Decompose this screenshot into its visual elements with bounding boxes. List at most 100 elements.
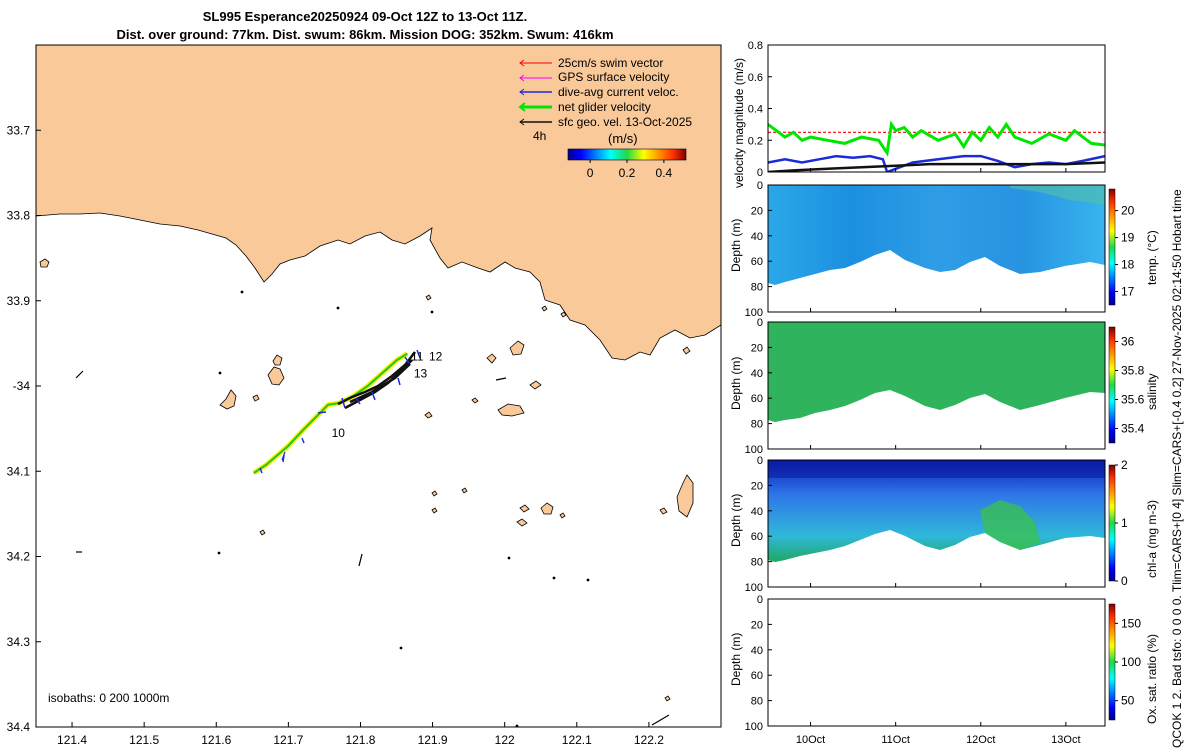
velocity-ytick-label: 0 (757, 167, 763, 179)
cbar-tick-label: 18 (1121, 258, 1135, 272)
map-xtick-label: 122 (495, 733, 515, 747)
map-xtick-label: 121.8 (345, 733, 375, 747)
depth-ytick-label: 80 (751, 696, 763, 708)
map-ytick-label: -34 (13, 379, 31, 393)
legend-label-sfc-geo: sfc geo. vel. 13-Oct-2025 (558, 115, 692, 129)
temperature-cbar-label: temp. (°C) (1145, 230, 1159, 285)
cbar-tick-label: 36 (1121, 335, 1135, 349)
velocity-ytick-label: 0.4 (748, 104, 763, 116)
mainland (36, 45, 721, 361)
oxygen-colorbar (1108, 603, 1116, 721)
cbar-tick-label: 50 (1121, 694, 1135, 708)
legend-item-gps: GPS surface velocity (519, 70, 669, 84)
map-ytick-label: 34.4 (7, 720, 31, 734)
legend-label-dive-avg: dive-avg current veloc. (558, 85, 679, 99)
depth-ytick-label: 20 (751, 342, 763, 354)
temperature-warm-patch (1010, 185, 1105, 205)
map-xtick-label: 122.1 (562, 733, 592, 747)
depth-ytick-label: 0 (757, 594, 763, 606)
legend-label-net-glider: net glider velocity (558, 100, 651, 114)
temperature-field (768, 185, 1105, 285)
time-tick-label: 11Oct (881, 734, 910, 746)
map-xtick-label: 121.7 (273, 733, 303, 747)
cbar-tick-label: 0 (1121, 574, 1128, 588)
depth-ytick-label: 60 (751, 393, 763, 405)
salinity-ylabel: Depth (m) (729, 357, 743, 410)
glider-track (252, 349, 421, 476)
velocity-series-line (768, 120, 1105, 157)
chlorophyll-colorbar (1108, 464, 1116, 582)
salinity-panel: 0 20 40 60 80 100 Depth (m) 35.4 35.6 35.8 36 sa… (729, 317, 1159, 456)
depth-ytick-label: 100 (745, 721, 763, 733)
map-xtick-label: 122.2 (634, 733, 664, 747)
legend-item-swim: 25cm/s swim vector (519, 56, 663, 70)
day-label: 11 (411, 349, 424, 363)
depth-ytick-label: 60 (751, 256, 763, 268)
legend-label-swim: 25cm/s swim vector (558, 56, 663, 70)
oxygen-panel: 0 20 40 60 80 100 Depth (m) 50 100 150 Ox. sat.… (729, 594, 1159, 733)
isobaths-label: isobaths: 0 200 1000m (48, 691, 169, 705)
depth-ytick-label: 20 (751, 205, 763, 217)
legend-label-gps: GPS surface velocity (558, 70, 669, 84)
cbar-tick-label: 20 (1121, 204, 1135, 218)
depth-ytick-label: 0 (757, 317, 763, 329)
velocity-ytick-label: 0.8 (748, 40, 763, 52)
temperature-panel: 0 20 40 60 80 100 Depth (m) 17 18 19 20 temp. (°… (729, 180, 1159, 319)
depth-ytick-label: 100 (745, 582, 763, 594)
oxygen-ylabel: Depth (m) (729, 633, 743, 686)
map-ytick-label: 33.8 (7, 209, 31, 223)
legend-item-dive-avg: dive-avg current veloc. (519, 85, 679, 99)
depth-ytick-label: 40 (751, 645, 763, 657)
chlorophyll-ylabel: Depth (m) (729, 494, 743, 547)
map-ytick-label: 34.2 (7, 550, 31, 564)
temperature-colorbar (1108, 188, 1116, 306)
depth-ytick-label: 40 (751, 231, 763, 243)
islands (39, 258, 694, 702)
cbar-tick-label: 35.8 (1121, 364, 1145, 378)
legend-item-sfc-geo: sfc geo. vel. 13-Oct-2025 (519, 115, 692, 129)
cbar-tick-label: 1 (1121, 516, 1128, 530)
velocity-ytick-label: 0.6 (748, 72, 763, 84)
time-tick-label: 13Oct (1051, 734, 1080, 746)
scale-label: 4h (533, 129, 546, 143)
depth-ytick-label: 40 (751, 368, 763, 380)
cbar-tick-label: 150 (1121, 616, 1141, 630)
chlorophyll-bloom (980, 500, 1040, 550)
map-colorbar (567, 148, 687, 161)
cbar-tick-label: 35.4 (1121, 422, 1145, 436)
depth-ytick-label: 60 (751, 670, 763, 682)
map-ytick-label: 34.3 (7, 635, 31, 649)
map-ytick-label: 34.1 (7, 464, 31, 478)
velocity-series-line (768, 161, 1105, 172)
cbar-tick-label: 19 (1121, 231, 1135, 245)
salinity-cbar-label: salinity (1145, 373, 1159, 410)
depth-ytick-label: 0 (757, 455, 763, 467)
map-ytick-label: 33.7 (7, 123, 31, 137)
depth-ytick-label: 100 (745, 307, 763, 319)
day-label: 13 (414, 366, 428, 380)
velocity-ytick-label: 0.2 (748, 135, 763, 147)
map-cbar-tick-label: 0 (587, 166, 594, 180)
dive-avg-arrows (259, 349, 421, 474)
figure-title-line1: SL995 Esperance20250924 09-Oct 12Z to 13… (202, 9, 528, 24)
figure-title-line2: Dist. over ground: 77km. Dist. swum: 86k… (116, 27, 614, 42)
time-tick-label: 12Oct (966, 734, 995, 746)
colorbar-title: (m/s) (608, 131, 638, 146)
depth-ytick-label: 20 (751, 480, 763, 492)
depth-ytick-label: 40 (751, 506, 763, 518)
track-inner-line (253, 352, 408, 474)
depth-ytick-label: 20 (751, 619, 763, 631)
cbar-tick-label: 100 (1121, 655, 1141, 669)
depth-ytick-label: 0 (757, 180, 763, 192)
day-label: 12 (429, 349, 443, 363)
depth-ytick-label: 80 (751, 282, 763, 294)
depth-ytick-label: 80 (751, 557, 763, 569)
map-cbar-tick-label: 0.4 (656, 166, 673, 180)
velocity-ylabel: velocity magnitude (m/s) (732, 58, 746, 188)
map-xtick-label: 121.6 (201, 733, 231, 747)
depth-ytick-label: 60 (751, 531, 763, 543)
depth-ytick-label: 100 (745, 444, 763, 456)
salinity-field (768, 322, 1105, 422)
